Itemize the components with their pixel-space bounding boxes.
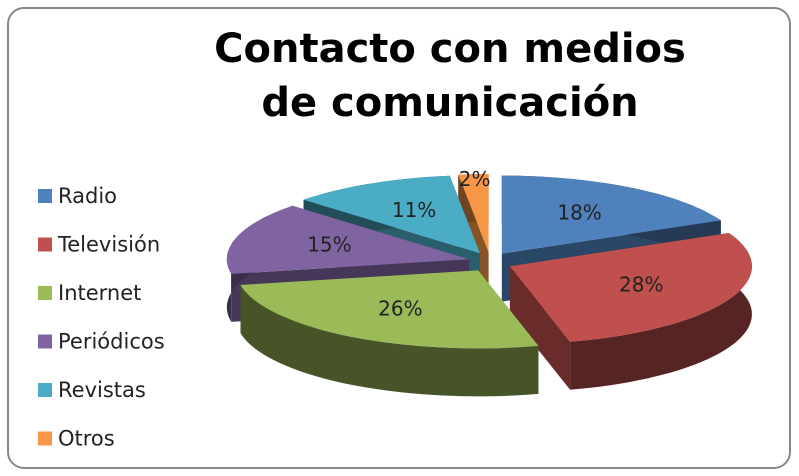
legend-swatch bbox=[38, 334, 52, 349]
legend-swatch bbox=[38, 189, 52, 203]
data-label: 26% bbox=[378, 296, 422, 320]
legend-swatch bbox=[38, 383, 52, 397]
legend-label: Radio bbox=[58, 184, 117, 208]
data-label: 18% bbox=[557, 201, 601, 225]
data-label: 15% bbox=[307, 233, 351, 257]
pie-slice bbox=[509, 233, 752, 342]
slice-side bbox=[570, 233, 752, 390]
data-label: 2% bbox=[459, 167, 491, 191]
data-label: 28% bbox=[619, 273, 663, 297]
pie-slice bbox=[240, 270, 539, 349]
data-label: 11% bbox=[392, 198, 436, 222]
legend-swatch bbox=[38, 286, 52, 300]
legend-label: Internet bbox=[58, 281, 141, 305]
chart-title: Contacto con medios de comunicación bbox=[214, 26, 686, 126]
slice-side bbox=[509, 266, 571, 390]
pie-slice bbox=[501, 175, 721, 254]
legend-swatch bbox=[38, 237, 52, 252]
pie-slice bbox=[303, 175, 480, 254]
legend-label: Otros bbox=[58, 427, 115, 451]
pie-slice bbox=[226, 205, 469, 274]
legend-label: Periódicos bbox=[58, 330, 165, 354]
slice-side bbox=[240, 285, 539, 397]
legend-swatch bbox=[38, 431, 52, 446]
pie-slice bbox=[458, 174, 489, 253]
legend-label: Revistas bbox=[58, 378, 146, 402]
legend-label: Televisión bbox=[57, 233, 160, 257]
